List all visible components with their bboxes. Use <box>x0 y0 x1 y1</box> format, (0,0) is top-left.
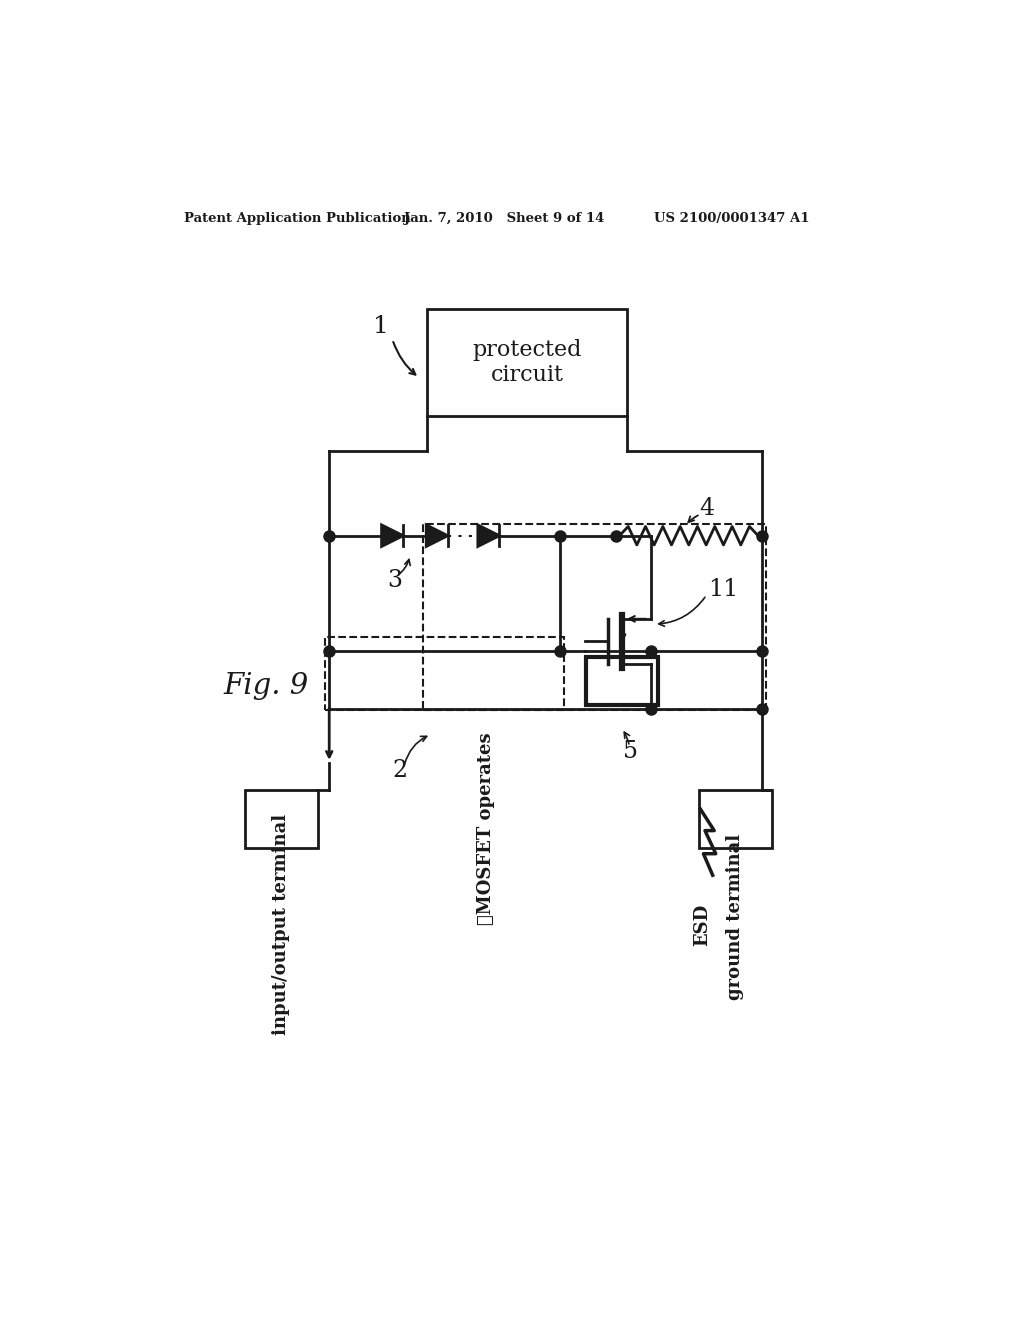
Text: ground terminal: ground terminal <box>726 834 744 1001</box>
Bar <box>423 524 766 710</box>
Text: ESD: ESD <box>693 903 712 945</box>
Text: Jan. 7, 2010   Sheet 9 of 14: Jan. 7, 2010 Sheet 9 of 14 <box>403 213 604 224</box>
Text: 1: 1 <box>373 314 389 338</box>
Text: Patent Application Publication: Patent Application Publication <box>184 213 412 224</box>
Polygon shape <box>426 525 447 546</box>
Text: 5: 5 <box>624 739 638 763</box>
Text: input/output terminal: input/output terminal <box>271 814 290 1035</box>
Text: 3: 3 <box>387 569 402 591</box>
Text: Fig. 9: Fig. 9 <box>223 672 308 700</box>
Bar <box>698 789 772 847</box>
Bar <box>427 309 628 416</box>
Text: 4: 4 <box>698 498 714 520</box>
Text: protected
circuit: protected circuit <box>472 339 582 387</box>
Text: US 2100/0001347 A1: US 2100/0001347 A1 <box>654 213 810 224</box>
Text: 11: 11 <box>708 578 738 601</box>
Text: 2: 2 <box>392 759 408 781</box>
Bar <box>326 638 564 710</box>
Bar <box>587 657 658 705</box>
Text: ①MOSFET operates: ①MOSFET operates <box>477 733 495 924</box>
Polygon shape <box>382 525 403 546</box>
Bar <box>245 789 317 847</box>
Polygon shape <box>478 525 500 546</box>
